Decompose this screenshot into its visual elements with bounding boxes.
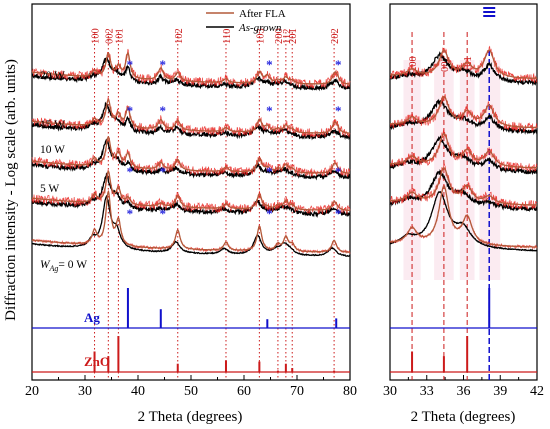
reference-label-zno: ZnO: [84, 354, 110, 369]
ag-peak-star: *: [127, 206, 134, 221]
x-tick-label: 50: [184, 384, 198, 399]
x-tick-label: 30: [78, 384, 92, 399]
curve-5w-after-fla: [32, 170, 350, 211]
reference-label-ag: Ag: [84, 310, 100, 325]
curve-15w-after-fla: [32, 98, 350, 134]
ag-peak-star: *: [266, 57, 273, 72]
hkl-label-002: 002: [440, 56, 451, 72]
ag-peak-star: *: [127, 164, 134, 179]
plot-frame: [31, 3, 351, 381]
power-label: 10 W: [40, 144, 65, 156]
hkl-label-112: 112: [282, 29, 293, 44]
ag-peak-star: *: [127, 103, 134, 118]
x-axis-title-main: 2 Theta (degrees): [138, 409, 243, 425]
ag-peak-star: *: [266, 103, 273, 118]
x-tick-label: 36: [457, 384, 471, 399]
ag-peak-star: *: [160, 164, 167, 179]
hkl-label-201: 201: [288, 28, 299, 44]
x-axis-title-zoom: 2 Theta (degrees): [411, 409, 516, 425]
curve-15w-after-fla: [389, 95, 537, 129]
power-label: 15 W: [40, 119, 65, 131]
curve-0w-as-grown: [31, 194, 351, 257]
legend-label-as-grown: As-grown: [238, 22, 282, 34]
x-tick-label: 60: [237, 384, 251, 399]
x-tick-label: 33: [420, 384, 434, 399]
zoom-panel: 30 33 36 39 42 100 002 101: [383, 3, 544, 399]
curve-5w-as-grown: [31, 172, 351, 218]
hkl-label-202: 202: [330, 28, 341, 44]
ag-peak-star: *: [160, 206, 167, 221]
x-tick-label: 20: [25, 384, 39, 399]
curve-10w-after-fla-raw: [31, 137, 351, 177]
ag-peak-star: *: [160, 103, 167, 118]
hkl-label-002: 002: [104, 28, 115, 44]
power-label: 5 W: [40, 183, 59, 195]
x-tick-label: 40: [131, 384, 145, 399]
curve-10w-after-fla: [32, 136, 350, 174]
hkl-label-102: 102: [174, 28, 185, 44]
curve-10w-after-fla: [390, 133, 537, 169]
y-axis-title: Diffraction intensity - Log scale (arb. …: [3, 59, 19, 321]
ag-peak-star: *: [335, 57, 342, 72]
curve-10w-after-fla-raw: [389, 129, 538, 172]
hkl-label-101: 101: [114, 28, 125, 44]
legend-label-after-fla: After FLA: [239, 8, 286, 20]
ag-peak-star: *: [335, 103, 342, 118]
ag-peak-star: *: [266, 164, 273, 179]
curve-20w-after-fla: [390, 49, 537, 79]
hkl-label-110: 110: [222, 29, 233, 44]
ag-peak-star: *: [335, 164, 342, 179]
x-tick-label: 30: [383, 384, 397, 399]
curve-0w-after-fla: [32, 190, 351, 253]
x-tick-label: 70: [290, 384, 304, 399]
curve-10w-as-grown: [389, 135, 538, 176]
ag-peak-star: *: [160, 57, 167, 72]
curve-5w-after-fla: [390, 167, 537, 206]
curve-5w-as-grown: [389, 169, 538, 212]
x-tick-label: 39: [493, 384, 507, 399]
curve-20w-after-fla-raw: [31, 48, 351, 89]
hkl-label-100: 100: [91, 28, 102, 44]
curve-20w-after-fla: [32, 51, 351, 85]
power-label: 20 W: [40, 70, 65, 82]
curve-20w-as-grown: [31, 54, 351, 92]
curve-0w-after-fla: [389, 185, 537, 248]
legend: After FLA As-grown: [206, 8, 286, 34]
hkl-label-200: 200: [274, 28, 285, 44]
hkl-label-101: 101: [463, 56, 474, 72]
curve-20w-as-grown: [389, 51, 538, 87]
x-tick-label: 80: [343, 384, 357, 399]
power-label: WAg= 0 W: [40, 259, 87, 273]
ag-peak-star: *: [266, 206, 273, 221]
curve-15w-after-fla-raw: [31, 97, 351, 139]
hkl-label-103: 103: [255, 28, 266, 44]
ag-peak-star: *: [335, 206, 342, 221]
ag-peak-star: *: [127, 57, 134, 72]
curve-0w-as-grown: [389, 191, 538, 252]
x-tick-label: 42: [530, 384, 544, 399]
hkl-label-100: 100: [408, 56, 419, 72]
curve-5w-after-fla-raw: [389, 162, 538, 210]
